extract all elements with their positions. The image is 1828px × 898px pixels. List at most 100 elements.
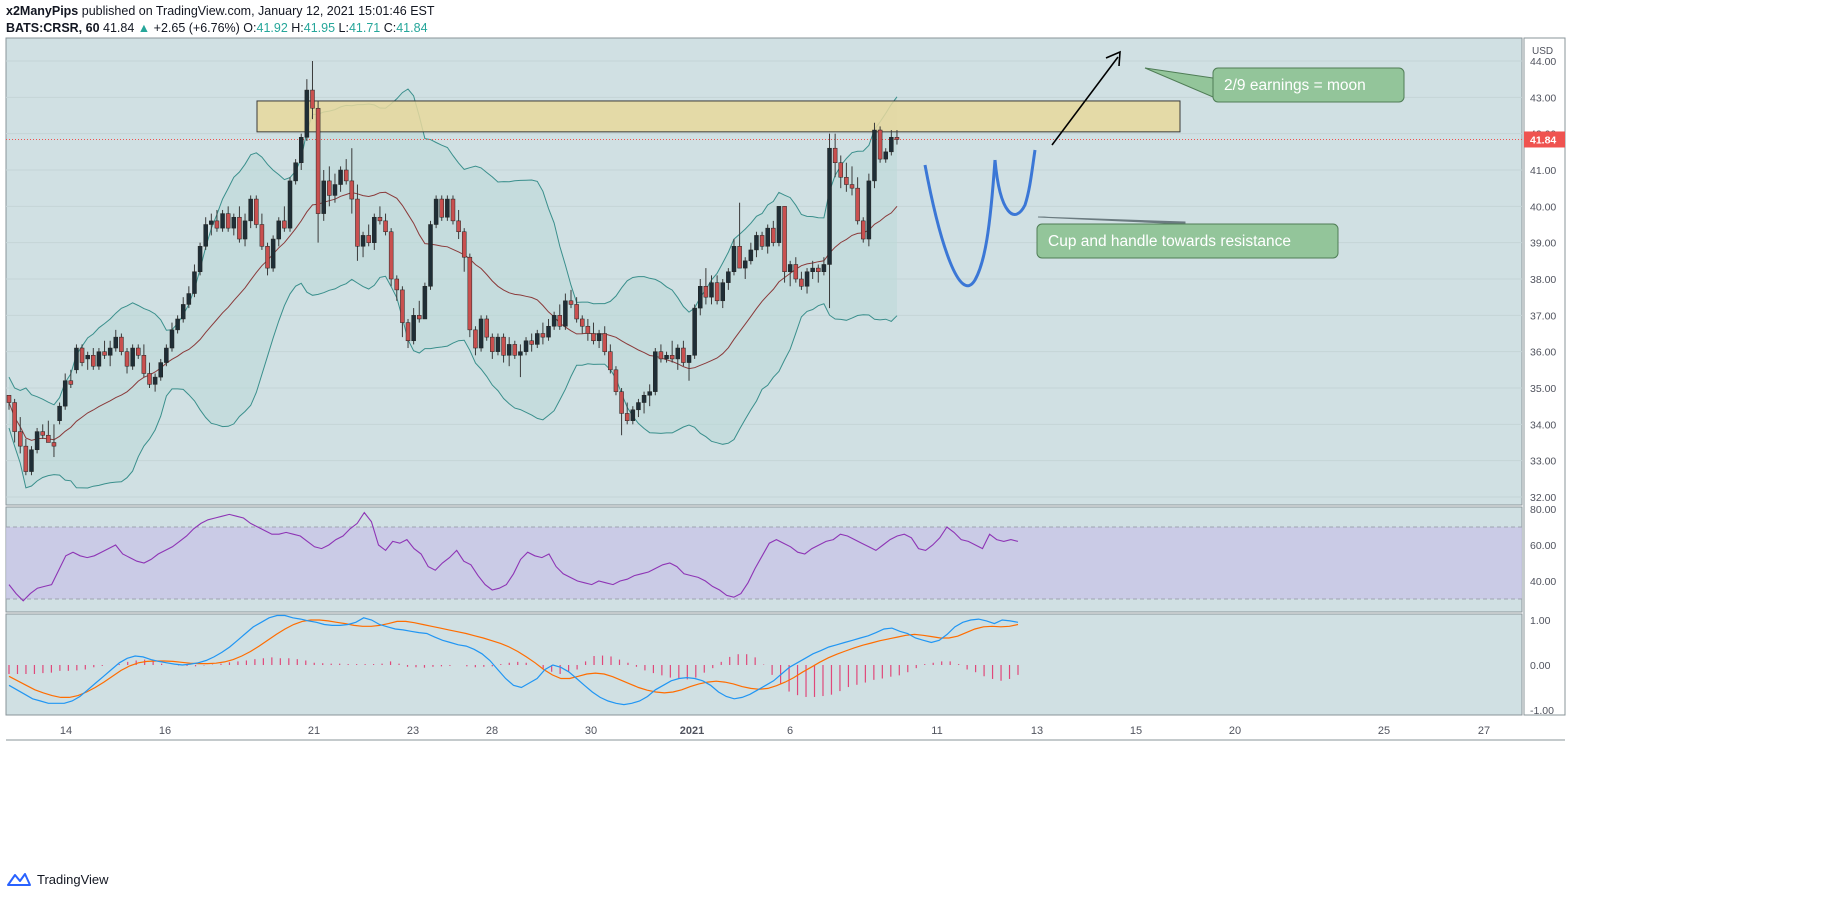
candle-body <box>220 213 225 229</box>
candle-body <box>107 347 113 356</box>
macd-tick-label: 1.00 <box>1530 615 1551 627</box>
bollinger-fill <box>9 89 897 488</box>
candle-body <box>827 147 832 265</box>
candle-body <box>102 351 107 356</box>
time-axis-label: 6 <box>787 725 793 737</box>
candle-body <box>62 380 68 407</box>
candle-body <box>591 333 596 342</box>
candle-body <box>349 180 355 200</box>
candle-body <box>119 336 124 352</box>
target-arrow-line <box>1051 56 1119 146</box>
candle-body <box>57 405 62 421</box>
candle-body <box>383 220 388 233</box>
candle-body <box>804 271 810 287</box>
candle-body <box>529 340 534 345</box>
candle-body <box>254 198 259 225</box>
candle-body <box>203 224 208 247</box>
candle-body <box>816 267 821 272</box>
time-axis-label: 2021 <box>680 725 704 737</box>
macd-pane <box>5 613 1523 716</box>
candle-body <box>844 177 849 185</box>
candle-body <box>624 413 630 421</box>
candle-body <box>518 351 523 356</box>
candle-body <box>360 235 366 247</box>
tradingview-logo-icon <box>7 873 31 886</box>
candle-body <box>523 340 529 352</box>
candle-body <box>889 137 894 153</box>
price-tick-label: 37.00 <box>1530 310 1556 322</box>
candle-body <box>799 278 804 287</box>
candle-body <box>501 336 506 356</box>
high-value: 41.95 <box>303 21 336 35</box>
candle-body <box>169 329 175 349</box>
time-axis-label: 30 <box>585 725 597 737</box>
candle-body <box>596 333 602 342</box>
earnings-callout-text: 2/9 earnings = moon <box>1224 77 1366 94</box>
candle-body <box>563 300 568 327</box>
candle-body <box>849 184 855 189</box>
candle-body <box>152 376 158 385</box>
symbol-label[interactable]: BATS:CRSR, 60 <box>6 21 100 35</box>
candle-body <box>714 282 720 302</box>
candle-body <box>400 289 405 323</box>
candle-body <box>748 249 754 262</box>
candle-body <box>832 147 838 163</box>
candle-body <box>6 395 12 403</box>
published-text: published on TradingView.com, January 12… <box>81 4 435 18</box>
candle-body <box>17 431 23 447</box>
candle-body <box>136 347 141 356</box>
time-axis-label: 14 <box>60 725 72 737</box>
price-tick-label: 32.00 <box>1530 492 1556 504</box>
candle-body <box>535 333 540 345</box>
author-name[interactable]: x2ManyPips <box>6 4 79 18</box>
candle-body <box>12 402 17 432</box>
change-arrow-icon: ▲ <box>137 21 151 35</box>
bollinger-upper <box>8 88 898 406</box>
earnings-callout <box>1212 67 1405 103</box>
candle-body <box>124 351 130 367</box>
candle-body <box>141 355 147 374</box>
candle-body <box>377 216 383 222</box>
bollinger-lower <box>8 275 898 489</box>
candle-body <box>293 162 298 182</box>
candle-body <box>759 235 765 247</box>
candle-body <box>720 282 725 302</box>
candle-body <box>461 231 467 258</box>
candle-body <box>557 315 563 327</box>
time-axis-label: 11 <box>931 725 942 737</box>
candle-body <box>473 329 478 349</box>
candle-body <box>883 151 888 160</box>
cup-callout-text: Cup and handle towards resistance <box>1048 233 1291 250</box>
candle-body <box>787 264 793 272</box>
candle-body <box>343 169 349 182</box>
candle-body <box>540 333 546 338</box>
price-tick-label: 43.00 <box>1530 92 1556 104</box>
tradingview-footer[interactable]: TradingView <box>6 870 109 888</box>
price-tick-label: 34.00 <box>1530 419 1556 431</box>
candle-body <box>40 431 45 436</box>
candle-body <box>793 264 799 280</box>
candle-body <box>411 315 416 342</box>
candle-body <box>467 256 473 331</box>
candle-body <box>164 347 169 363</box>
candle-body <box>214 220 220 229</box>
candle-body <box>242 220 248 240</box>
candle-body <box>776 206 782 243</box>
candle-body <box>478 318 484 349</box>
candle-body <box>422 286 428 320</box>
candle-body <box>579 318 585 327</box>
candle-body <box>658 351 664 360</box>
open-value: 41.92 <box>256 21 288 35</box>
candle-body <box>433 198 439 225</box>
candle-body <box>282 220 287 229</box>
candle-body <box>51 442 57 447</box>
candle-body <box>96 351 102 367</box>
candle-body <box>287 180 293 229</box>
candle-body <box>608 351 613 371</box>
candle-body <box>355 198 360 247</box>
rsi-tick-label: 40.00 <box>1530 576 1556 588</box>
candle-body <box>754 235 759 251</box>
rsi-tick-label: 60.00 <box>1530 540 1556 552</box>
price-tick-label: 41.00 <box>1530 165 1556 177</box>
